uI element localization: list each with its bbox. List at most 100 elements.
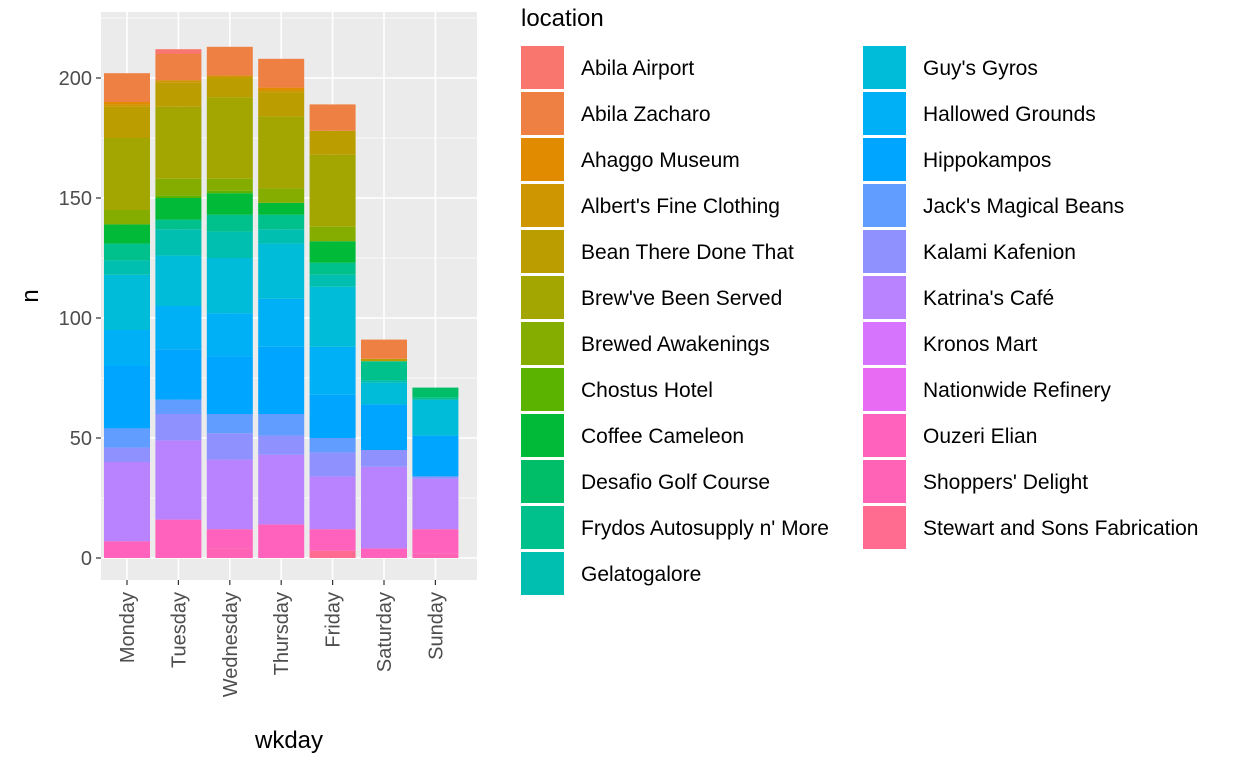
legend-label: Brew've Been Served: [581, 287, 782, 310]
legend-item: Bean There Done That: [521, 230, 794, 273]
bar-segment: [258, 202, 305, 215]
bar-segment: [104, 210, 150, 225]
bar-segment: [104, 138, 150, 210]
legend-key: [863, 46, 906, 89]
bar-segment: [412, 553, 459, 558]
bar-segment: [155, 306, 202, 350]
legend-item: Kalami Kafenion: [863, 230, 1076, 273]
bar-segment: [309, 550, 356, 558]
bar-segment: [155, 198, 202, 220]
legend-label: Hippokampos: [923, 149, 1051, 172]
bar-segment: [104, 224, 150, 244]
bar-segment: [206, 433, 253, 460]
legend-key: [863, 368, 906, 411]
legend-key: [521, 460, 564, 503]
x-tick-label: Thursday: [271, 592, 293, 675]
bar-segment: [309, 452, 356, 477]
legend-key: [521, 552, 564, 595]
bar-segment: [155, 229, 202, 256]
legend-label: Chostus Hotel: [581, 379, 713, 402]
bar-segment: [309, 476, 356, 530]
bar-segment: [155, 255, 202, 306]
legend-item: Ahaggo Museum: [521, 138, 740, 181]
legend-item: Stewart and Sons Fabrication: [863, 506, 1198, 549]
legend-item: Brewed Awakenings: [521, 322, 770, 365]
legend-item: Coffee Cameleon: [521, 414, 744, 457]
bar-segment: [258, 414, 305, 436]
bar-segment: [412, 399, 459, 436]
bar-segment: [206, 75, 253, 78]
bar-segment: [206, 231, 253, 258]
bar-segment: [206, 46, 253, 76]
bar-segment: [309, 226, 356, 242]
bar-segment: [412, 387, 459, 398]
bar-segment: [258, 188, 305, 203]
legend-key: [863, 414, 906, 457]
bar-segment: [258, 92, 305, 117]
bar-segment: [412, 476, 459, 479]
legend-key: [863, 138, 906, 181]
legend-label: Bean There Done That: [581, 241, 794, 264]
legend-label: Frydos Autosupply n' More: [581, 517, 829, 540]
legend: Abila Airport Abila Zacharo Ahaggo Museum A…: [521, 46, 1198, 595]
legend-key: [521, 368, 564, 411]
bar-segment: [309, 274, 356, 287]
legend-item: Ouzeri Elian: [863, 414, 1037, 457]
bar-segment: [309, 394, 356, 438]
x-tick-label: Sunday: [425, 592, 447, 660]
bar-segment: [155, 54, 202, 81]
bar-segment: [155, 414, 202, 441]
bar-segment: [361, 358, 407, 362]
bar-segment: [361, 466, 407, 549]
legend-item: Frydos Autosupply n' More: [521, 506, 829, 549]
bar-segment: [361, 339, 407, 359]
bar-segment: [206, 529, 253, 549]
bar-segment: [206, 414, 253, 434]
bar-segment: [361, 361, 407, 381]
bar-segment: [309, 241, 356, 263]
legend-item: Nationwide Refinery: [863, 368, 1111, 411]
bar-segment: [155, 195, 202, 198]
legend-item: Abila Zacharo: [521, 92, 711, 135]
bar-segment: [309, 286, 356, 347]
bar-segment: [206, 548, 253, 558]
legend-key: [863, 322, 906, 365]
bar-segment: [104, 243, 150, 261]
y-axis-title: n: [17, 289, 44, 302]
legend-item: Shoppers' Delight: [863, 460, 1088, 503]
bar-segment: [361, 380, 407, 383]
bar-segment: [258, 58, 305, 88]
bar-segment: [309, 529, 356, 551]
legend-key: [521, 414, 564, 457]
legend-label: Ouzeri Elian: [923, 425, 1037, 448]
legend-key: [863, 230, 906, 273]
legend-key: [863, 184, 906, 227]
bar-segment: [258, 346, 305, 414]
bar-segment: [258, 87, 305, 90]
bar-segment: [309, 262, 356, 275]
bar-segment: [155, 178, 202, 196]
bar-segment: [206, 214, 253, 232]
legend-item: Gelatogalore: [521, 552, 701, 595]
bar-segment: [104, 462, 150, 542]
y-tick-label: 150: [59, 188, 92, 210]
bar-segment: [258, 298, 305, 347]
bar-segment: [104, 330, 150, 366]
legend-label: Ahaggo Museum: [581, 149, 740, 172]
bar-segment: [361, 404, 407, 450]
legend-item: Abila Airport: [521, 46, 694, 89]
legend-key: [521, 230, 564, 273]
bar-segment: [104, 366, 150, 429]
bar-segment: [258, 524, 305, 558]
bar-segment: [104, 541, 150, 558]
bar-segment: [104, 260, 150, 275]
bar-segment: [412, 529, 459, 554]
bar-segment: [206, 190, 253, 194]
bar-segment: [206, 97, 253, 179]
legend-key: [521, 92, 564, 135]
x-tick-label: Monday: [117, 592, 139, 663]
bar-segment: [206, 258, 253, 314]
bar-segment: [155, 82, 202, 107]
bar-segment: [361, 382, 407, 405]
bar-segment: [155, 349, 202, 400]
